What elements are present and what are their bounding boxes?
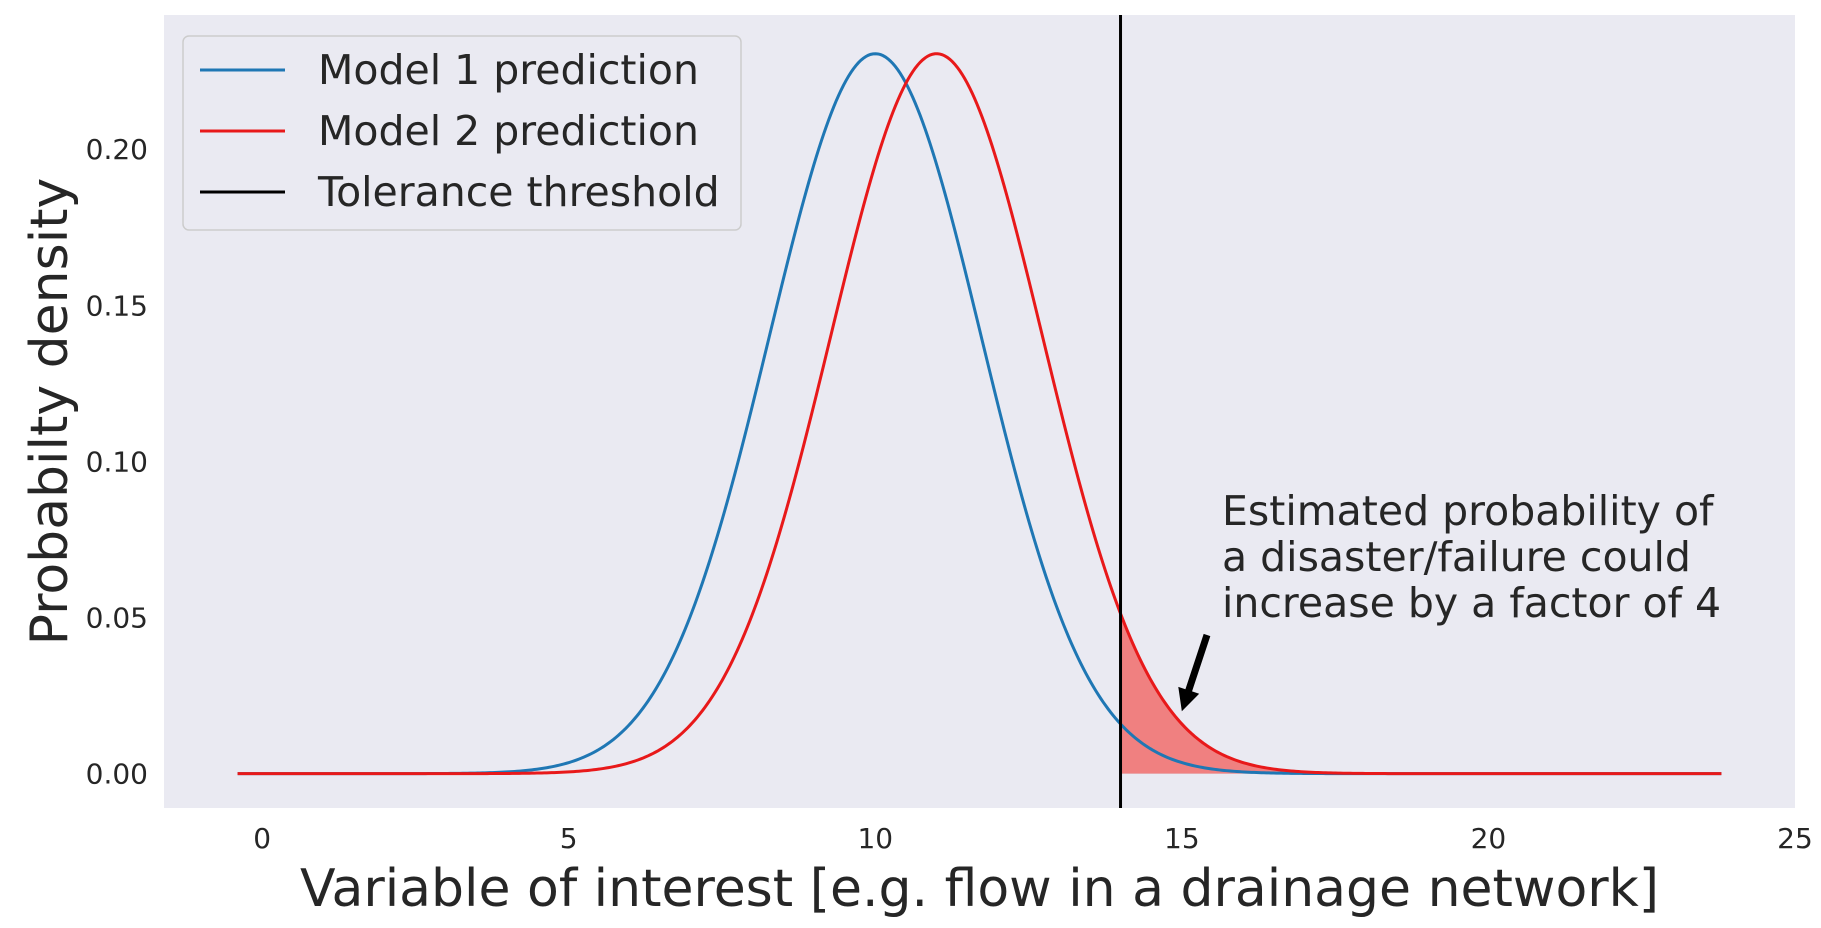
y-tick-label: 0.00 xyxy=(86,758,148,791)
y-tick-label: 0.15 xyxy=(86,289,148,322)
series-line-model-2 xyxy=(237,52,1722,776)
y-tick-label: 0.20 xyxy=(86,133,148,166)
legend-label: Model 2 prediction xyxy=(318,107,699,155)
x-tick-label: 0 xyxy=(253,822,271,855)
y-axis-ticks: 0.00 0.05 0.10 0.15 0.20 xyxy=(86,133,148,790)
x-tick-label: 20 xyxy=(1471,822,1507,855)
annotation-text-line: Estimated probability of xyxy=(1222,487,1715,535)
x-axis-ticks: 0 5 10 15 20 25 xyxy=(253,822,1813,855)
y-axis-title: Probabilty density xyxy=(20,178,80,646)
legend-label: Model 1 prediction xyxy=(318,46,699,94)
annotation-text-line: increase by a factor of 4 xyxy=(1222,579,1721,627)
x-axis-title: Variable of interest [e.g. flow in a dra… xyxy=(300,859,1659,919)
annotation: Estimated probability ofa disaster/failu… xyxy=(1178,487,1721,712)
shaded-tail-areas xyxy=(1120,613,1722,774)
x-tick-label: 15 xyxy=(1164,822,1200,855)
y-tick-label: 0.10 xyxy=(86,445,148,478)
shaded-tail-2 xyxy=(1120,613,1722,774)
annotation-text-line: a disaster/failure could xyxy=(1222,533,1691,581)
legend-label: Tolerance threshold xyxy=(317,168,720,216)
annotation-arrow xyxy=(1178,633,1211,712)
x-tick-label: 10 xyxy=(857,822,893,855)
y-tick-label: 0.05 xyxy=(86,602,148,635)
x-tick-label: 25 xyxy=(1777,822,1813,855)
series-lines xyxy=(237,52,1722,776)
legend: Model 1 prediction Model 2 prediction Tole… xyxy=(182,35,742,231)
legend-frame xyxy=(182,35,742,231)
x-tick-label: 5 xyxy=(560,822,578,855)
